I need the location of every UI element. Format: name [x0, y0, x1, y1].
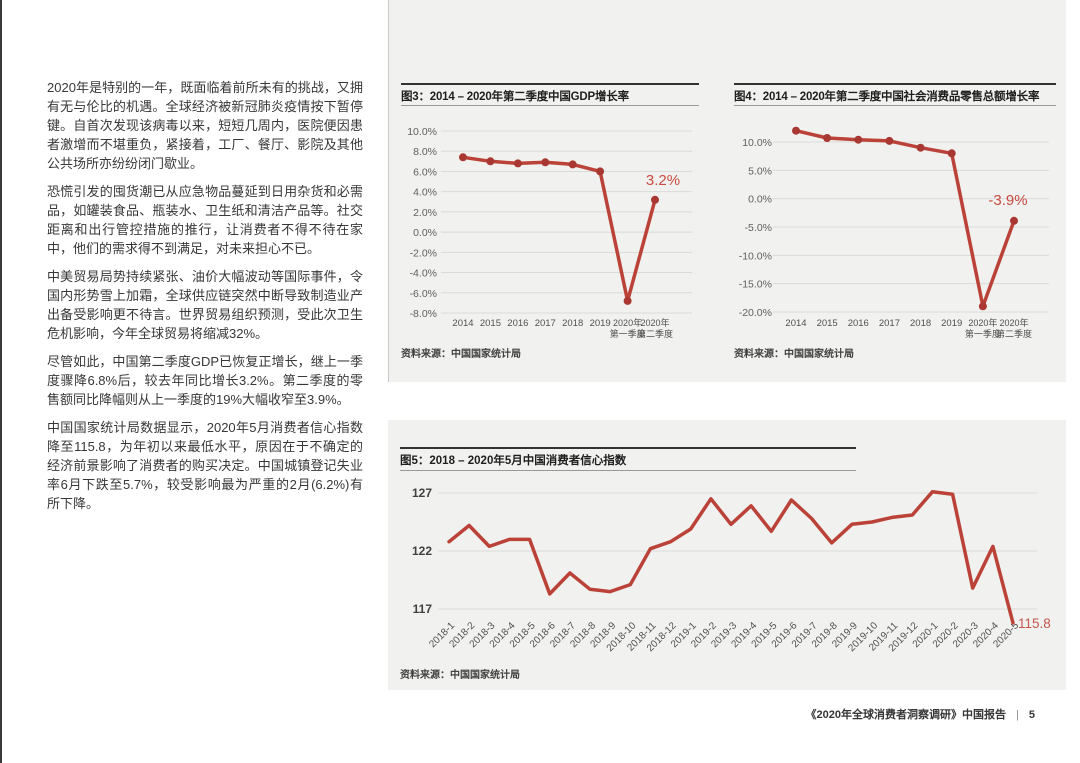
- chart-retail-title: 图4：2014 – 2020年第二季度中国社会消费品零售总额增长率: [734, 91, 1040, 103]
- chart-cci-title-underline: [400, 470, 856, 471]
- footer-page-number: 5: [1028, 709, 1035, 721]
- svg-text:2016: 2016: [848, 318, 869, 329]
- svg-text:127: 127: [412, 486, 432, 500]
- svg-text:2015: 2015: [480, 318, 501, 329]
- chart-cci-plot: 1271221172018-12018-22018-32018-42018-52…: [412, 486, 1051, 654]
- svg-text:-4.0%: -4.0%: [410, 268, 437, 280]
- chart-gdp-card: 图3：2014 – 2020年第二季度中国GDP增长率 10.0% 8.0% 6.0…: [401, 83, 699, 378]
- svg-text:2020年第二季度: 2020年第二季度: [996, 317, 1032, 339]
- paragraph-confidence-index: 中国国家统计局数据显示，2020年5月消费者信心指数降至115.8，为年初以来最…: [47, 420, 363, 511]
- chart-cci-top-rule: [400, 447, 856, 449]
- svg-text:117: 117: [413, 602, 433, 616]
- article-text-column: 2020年是特别的一年，既面临着前所未有的挑战，又拥有无与伦比的机遇。全球经济被…: [47, 78, 363, 522]
- svg-text:4.0%: 4.0%: [413, 187, 437, 199]
- charts-top-panel: 图3：2014 – 2020年第二季度中国GDP增长率 10.0% 8.0% 6.0…: [388, 0, 1066, 382]
- paragraph-trade-tension: 中美贸易局势持续紧张、油价大幅波动等国际事件，令国内形势雪上加霜，全球供应链突然…: [47, 269, 363, 341]
- svg-text:0.0%: 0.0%: [748, 194, 772, 206]
- svg-text:2.0%: 2.0%: [413, 207, 437, 219]
- svg-text:-6.0%: -6.0%: [410, 288, 437, 300]
- svg-text:2016: 2016: [507, 318, 528, 329]
- chart-gdp-source: 资料来源：中国国家统计局: [401, 349, 521, 360]
- svg-text:2017: 2017: [535, 318, 556, 329]
- svg-text:122: 122: [412, 544, 432, 558]
- svg-text:2018: 2018: [910, 318, 931, 329]
- svg-text:3.2%: 3.2%: [646, 172, 680, 189]
- svg-text:-8.0%: -8.0%: [410, 308, 437, 320]
- chart-retail-top-rule: [734, 83, 1056, 85]
- svg-text:2020年第一季度: 2020年第一季度: [965, 317, 1001, 339]
- paragraph-gdp-recovery: 尽管如此，中国第二季度GDP已恢复正增长，继上一季度骤降6.8%后，较去年同比增…: [47, 354, 363, 407]
- svg-text:-5.0%: -5.0%: [745, 222, 772, 234]
- svg-text:-3.9%: -3.9%: [988, 192, 1027, 209]
- svg-text:2014: 2014: [785, 318, 806, 329]
- svg-text:8.0%: 8.0%: [413, 146, 437, 158]
- chart-retail-plot: 10.0% 5.0% 0.0% -5.0% -10.0% -15.0% -20.0% 2014…: [739, 126, 1049, 339]
- chart-gdp-top-rule: [401, 83, 699, 85]
- svg-text:6.0%: 6.0%: [413, 166, 437, 178]
- svg-text:5.0%: 5.0%: [748, 165, 772, 177]
- svg-text:2015: 2015: [817, 318, 838, 329]
- chart-cci-panel: 图5：2018 – 2020年5月中国消费者信心指数 127 122 117 2018…: [388, 420, 1066, 690]
- svg-text:2014: 2014: [452, 318, 473, 329]
- chart-retail-source: 资料来源：中国国家统计局: [734, 349, 854, 360]
- svg-text:2018: 2018: [562, 318, 583, 329]
- svg-text:2019: 2019: [590, 318, 611, 329]
- svg-text:10.0%: 10.0%: [407, 126, 437, 138]
- svg-text:-2.0%: -2.0%: [410, 247, 437, 259]
- chart-retail-card: 图4：2014 – 2020年第二季度中国社会消费品零售总额增长率 10.0% 5…: [734, 83, 1056, 378]
- svg-text:-10.0%: -10.0%: [739, 250, 772, 262]
- paragraph-intro: 2020年是特别的一年，既面临着前所未有的挑战，又拥有无与伦比的机遇。全球经济被…: [47, 80, 363, 171]
- svg-text:-20.0%: -20.0%: [739, 307, 772, 319]
- svg-text:0.0%: 0.0%: [413, 227, 437, 239]
- svg-text:2019: 2019: [941, 318, 962, 329]
- chart-cci-source: 资料来源：中国国家统计局: [400, 670, 520, 681]
- svg-text:115.8: 115.8: [1018, 616, 1051, 631]
- page-footer: 《2020年全球消费者洞察调研》中国报告 | 5: [806, 706, 1035, 722]
- paragraph-panic-buying: 恐慌引发的囤货潮已从应急物品蔓延到日用杂货和必需品，如罐装食品、瓶装水、卫生纸和…: [47, 184, 363, 256]
- svg-text:-15.0%: -15.0%: [739, 279, 772, 291]
- svg-text:2020年第一季度: 2020年第一季度: [610, 317, 646, 339]
- chart-gdp-plot: 10.0% 8.0% 6.0% 4.0% 2.0% 0.0% -2.0% -4.0% -6.0%…: [407, 126, 692, 339]
- page-left-edge: [0, 0, 2, 763]
- chart-retail-title-underline: [734, 105, 1056, 106]
- svg-text:10.0%: 10.0%: [742, 137, 772, 149]
- svg-text:2020年第二季度: 2020年第二季度: [637, 317, 673, 339]
- chart-gdp-title: 图3：2014 – 2020年第二季度中国GDP增长率: [401, 91, 629, 103]
- chart-gdp-title-underline: [401, 105, 699, 106]
- footer-report-title: 《2020年全球消费者洞察调研》中国报告: [805, 709, 1007, 721]
- footer-separator: |: [1016, 709, 1019, 721]
- chart-cci-title: 图5：2018 – 2020年5月中国消费者信心指数: [400, 455, 627, 467]
- svg-text:2017: 2017: [879, 318, 900, 329]
